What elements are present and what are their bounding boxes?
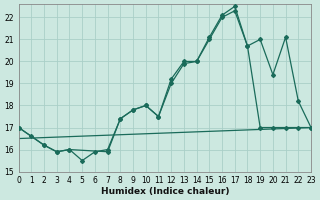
X-axis label: Humidex (Indice chaleur): Humidex (Indice chaleur) — [100, 187, 229, 196]
